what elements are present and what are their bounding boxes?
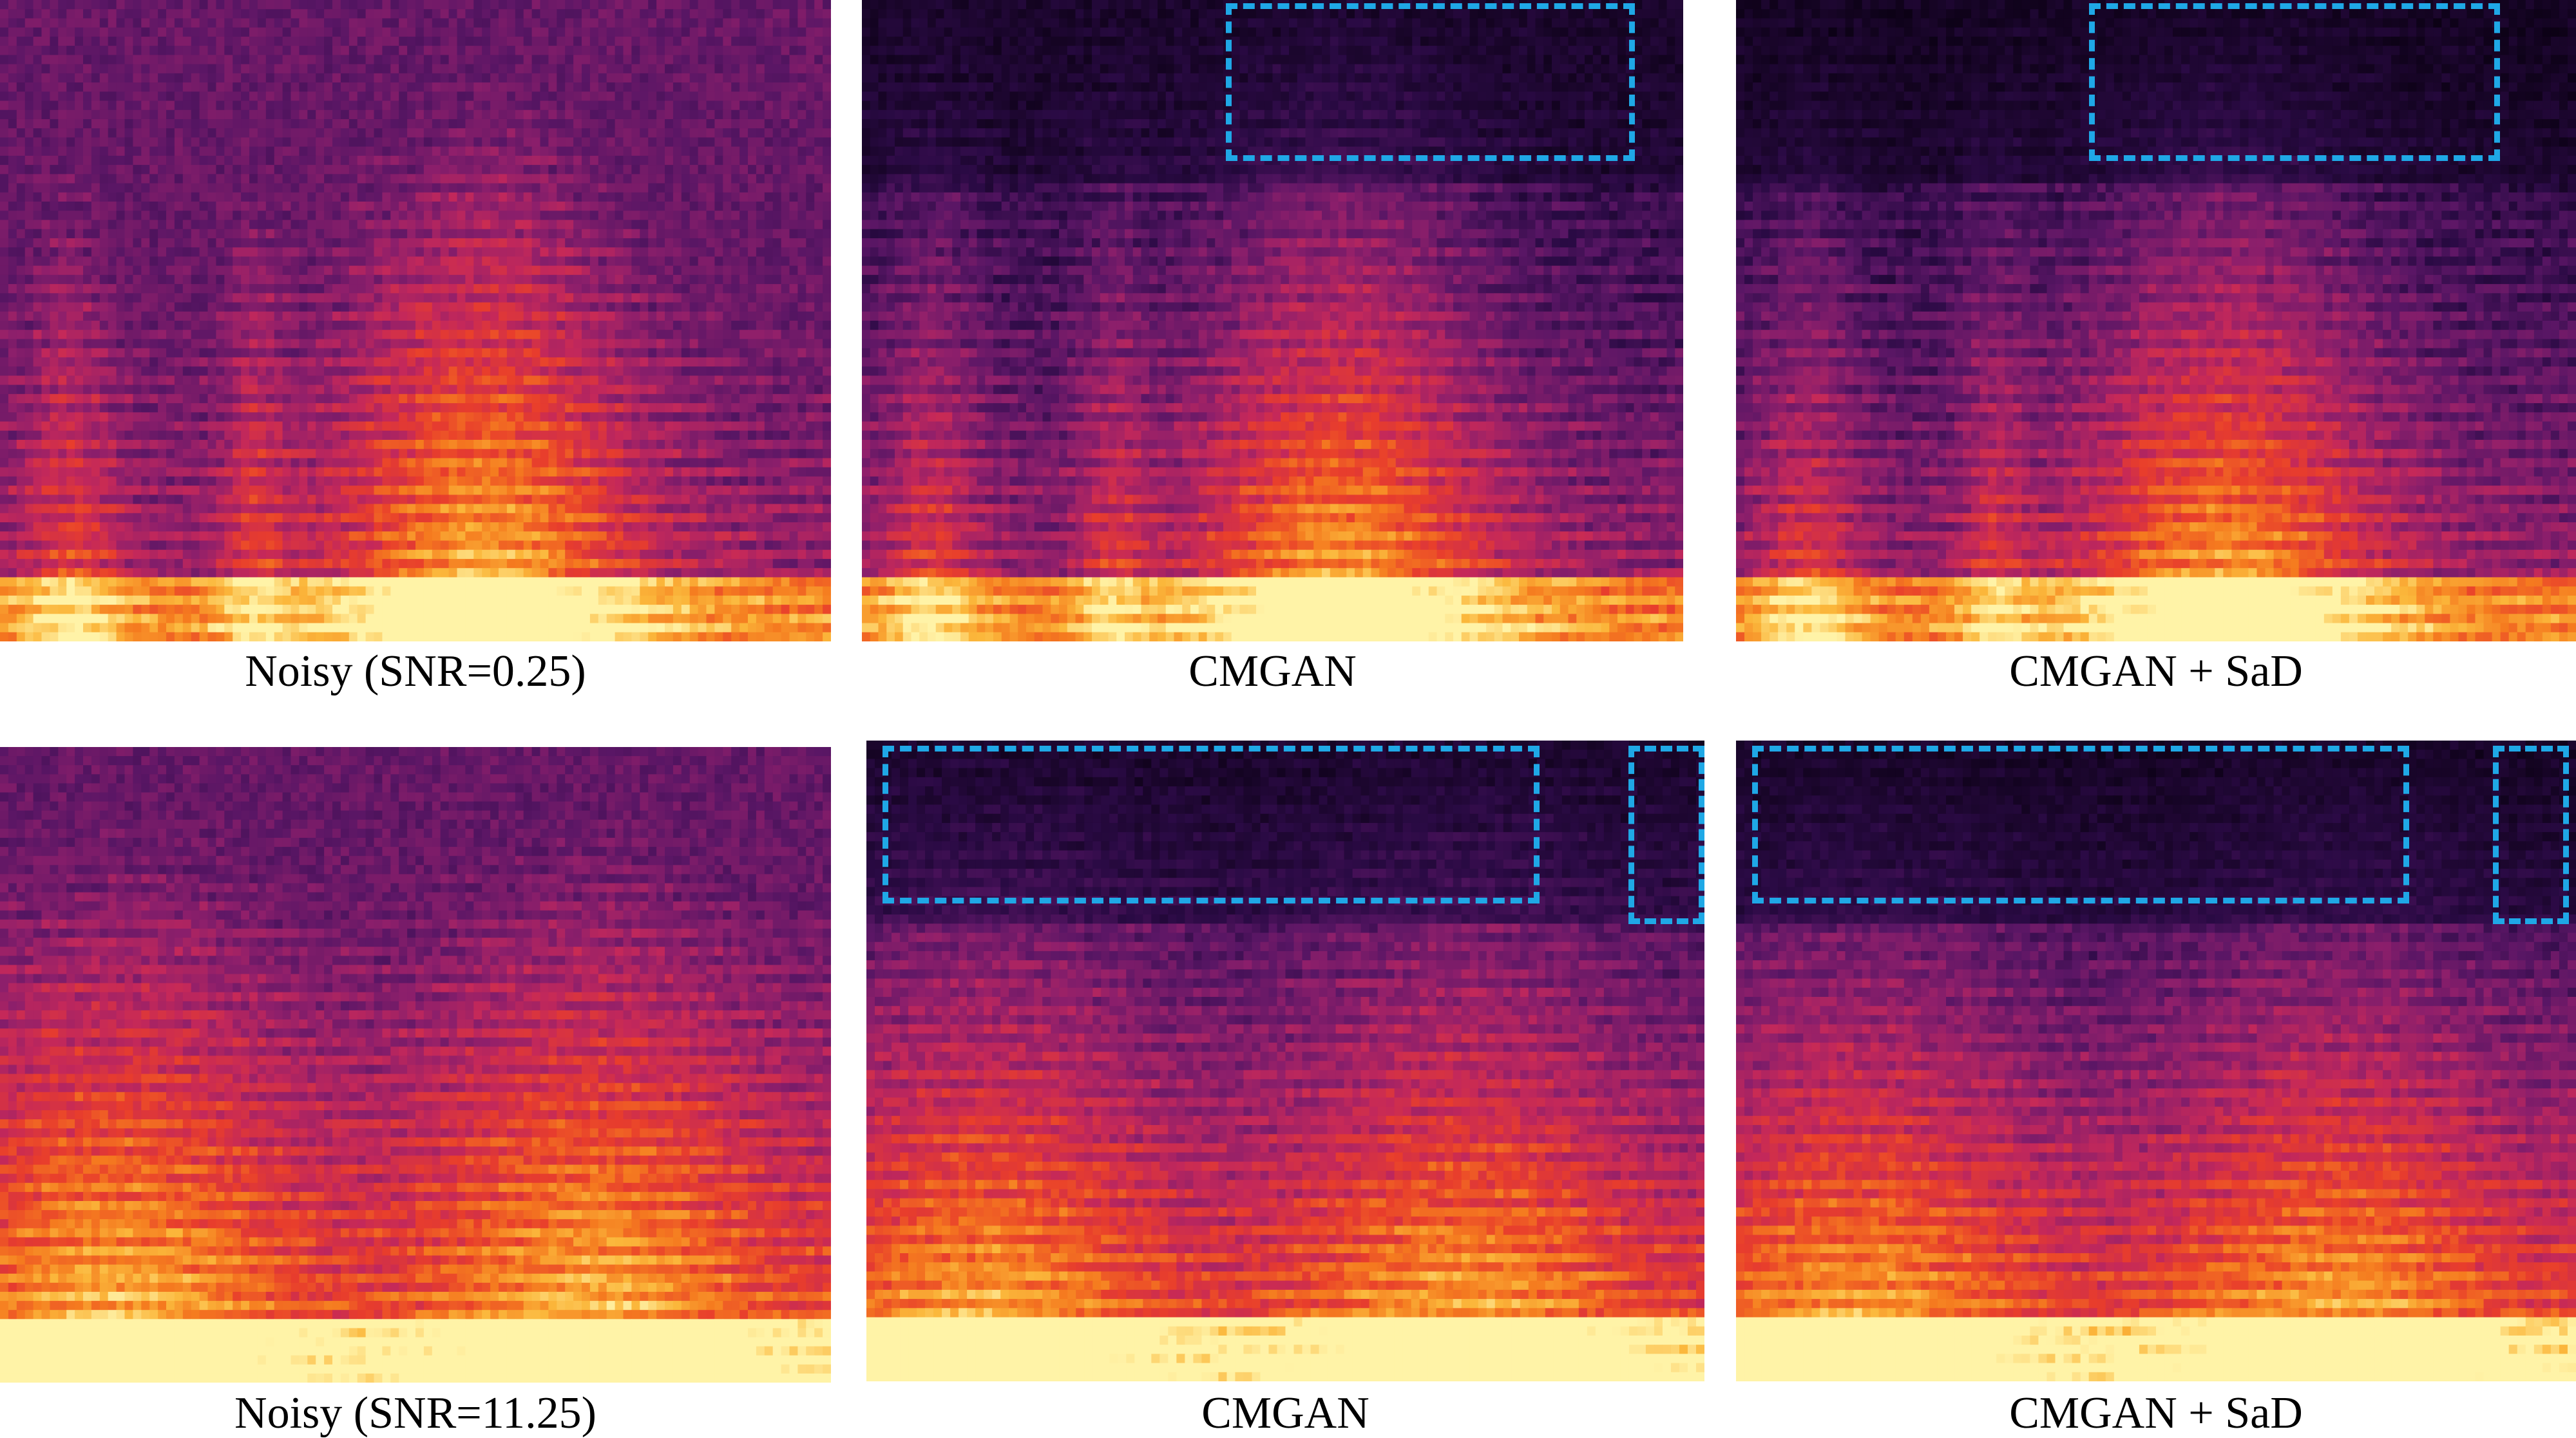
spectrogram-cmgan-row1 — [862, 0, 1683, 641]
caption-cmgan-sad-row1: CMGAN + SaD — [1736, 649, 2576, 694]
spectrogram-cmgan-sad-row2 — [1736, 741, 2576, 1381]
spectrogram-cmgan-sad-row1 — [1736, 0, 2576, 641]
caption-cmgan-row2: CMGAN — [866, 1391, 1704, 1436]
caption-cmgan-sad-row2: CMGAN + SaD — [1736, 1391, 2576, 1436]
highlight-box — [2493, 746, 2569, 924]
highlight-box — [1628, 746, 1704, 924]
highlight-box — [1752, 746, 2409, 903]
caption-noisy-row2: Noisy (SNR=11.25) — [0, 1391, 831, 1436]
caption-noisy-row1: Noisy (SNR=0.25) — [0, 649, 831, 694]
caption-cmgan-row1: CMGAN — [862, 649, 1683, 694]
spectrogram-noisy-snr-0-25 — [0, 0, 831, 641]
spectrogram-noisy-snr-11-25 — [0, 747, 831, 1383]
highlight-box — [2089, 3, 2500, 161]
highlight-box — [1226, 3, 1635, 161]
highlight-box — [883, 746, 1540, 903]
